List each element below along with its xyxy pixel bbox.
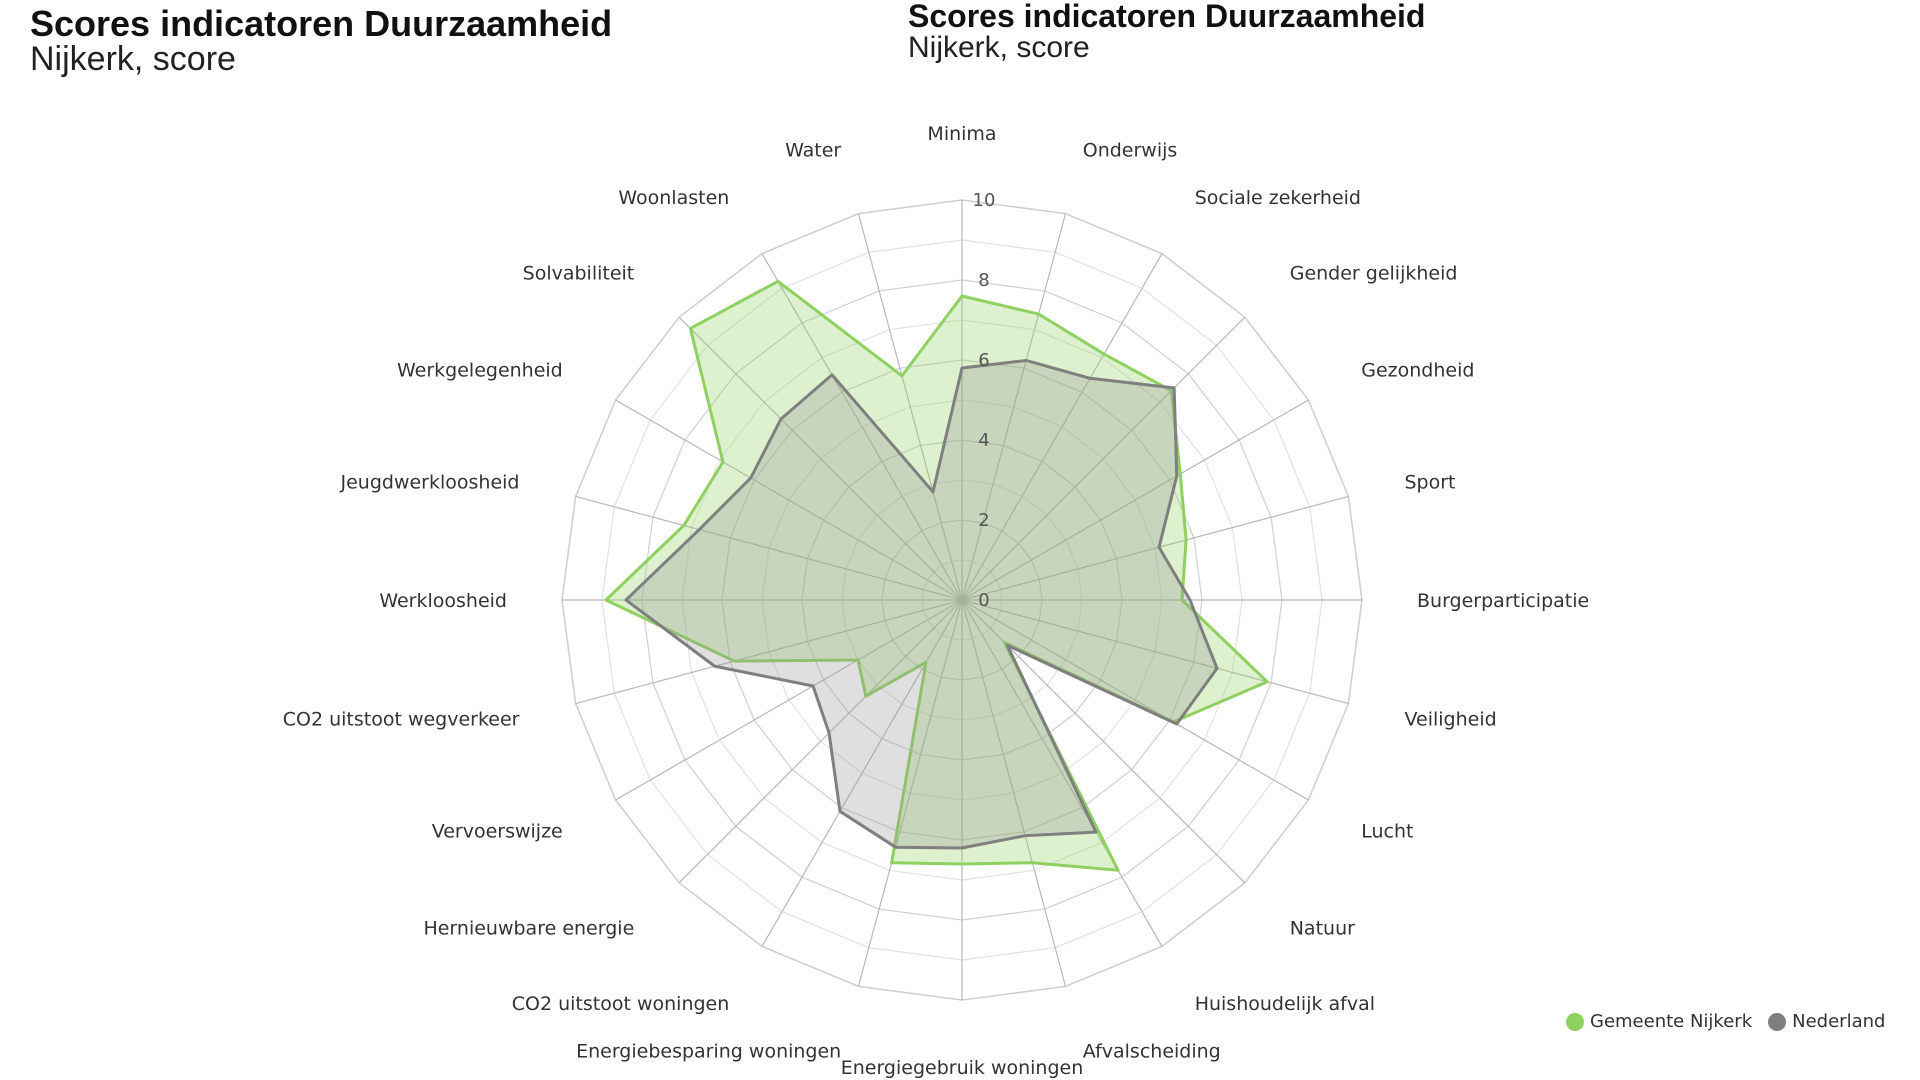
category-label: Energiebesparing woningen bbox=[576, 1041, 841, 1063]
category-label: Natuur bbox=[1290, 918, 1355, 940]
category-label: Sport bbox=[1404, 471, 1455, 493]
grid-spoke bbox=[857, 599, 963, 987]
category-label: Energiegebruik woningen bbox=[841, 1057, 1084, 1079]
grid-spoke bbox=[961, 599, 1309, 801]
category-label: Hernieuwbare energie bbox=[423, 918, 634, 940]
category-label: Water bbox=[785, 139, 841, 161]
grid-spoke bbox=[961, 599, 1349, 705]
radial-tick-label: 0 bbox=[978, 590, 989, 611]
chart-title: Scores indicatoren Duurzaamheid bbox=[30, 3, 613, 44]
grid-spoke bbox=[961, 495, 1349, 601]
category-label: Huishoudelijk afval bbox=[1195, 993, 1375, 1015]
legend: Gemeente Nijkerk Nederland bbox=[1566, 1011, 1885, 1032]
radial-tick-label: 6 bbox=[978, 350, 989, 371]
legend-item-nederland[interactable]: Nederland bbox=[1768, 1011, 1885, 1032]
radial-tick-label: 8 bbox=[978, 270, 989, 291]
category-label: Werkloosheid bbox=[379, 590, 507, 612]
chart-subtitle-duplicate: Nijkerk, score bbox=[908, 31, 1090, 64]
grid-spoke bbox=[678, 316, 963, 601]
grid-spoke bbox=[761, 253, 963, 601]
category-label: Lucht bbox=[1361, 821, 1413, 843]
grid-spoke bbox=[575, 599, 963, 705]
category-label: Jeugdwerkloosheid bbox=[340, 471, 520, 493]
legend-item-nijkerk[interactable]: Gemeente Nijkerk bbox=[1566, 1011, 1752, 1032]
series-area-nederland bbox=[624, 358, 1219, 850]
radial-tick-label: 4 bbox=[978, 430, 989, 451]
grid-spoke bbox=[961, 213, 1067, 601]
chart-title-duplicate-block: Scores indicatoren Duurzaamheid Nijkerk,… bbox=[908, 0, 1425, 64]
series-area-nijkerk bbox=[604, 279, 1269, 872]
grid-spoke bbox=[961, 253, 1163, 601]
grid-spoke bbox=[961, 599, 1067, 987]
radial-tick-label: 10 bbox=[973, 190, 996, 211]
chart-title-duplicate: Scores indicatoren Duurzaamheid bbox=[908, 0, 1426, 34]
grid-spoke bbox=[761, 599, 963, 947]
chart-title-block: Scores indicatoren Duurzaamheid Nijkerk,… bbox=[30, 6, 612, 78]
category-label: CO2 uitstoot wegverkeer bbox=[283, 709, 520, 731]
category-label: Veiligheid bbox=[1404, 709, 1496, 731]
grid-spoke bbox=[961, 316, 1246, 601]
grid-spoke bbox=[961, 599, 1163, 947]
grid-spoke bbox=[615, 399, 963, 601]
legend-label-nijkerk: Gemeente Nijkerk bbox=[1590, 1011, 1753, 1032]
radial-tick-label: 2 bbox=[978, 510, 989, 531]
legend-label-nederland: Nederland bbox=[1792, 1011, 1886, 1032]
category-label: Minima bbox=[927, 123, 996, 145]
category-label: Afvalscheiding bbox=[1083, 1041, 1221, 1063]
grid-spoke bbox=[678, 599, 963, 884]
category-label: Solvabiliteit bbox=[523, 262, 635, 284]
legend-dot-nederland bbox=[1768, 1012, 1787, 1031]
category-label: Onderwijs bbox=[1083, 139, 1178, 161]
grid-spoke bbox=[575, 495, 963, 601]
legend-dot-nijkerk bbox=[1566, 1012, 1584, 1031]
category-label: Gezondheid bbox=[1361, 360, 1474, 382]
category-label: Gender gelijkheid bbox=[1290, 262, 1458, 284]
category-label: Vervoerswijze bbox=[432, 821, 563, 843]
category-label: Sociale zekerheid bbox=[1195, 187, 1361, 209]
grid-spoke bbox=[961, 399, 1309, 601]
grid-spoke bbox=[615, 599, 963, 801]
grid-spoke bbox=[857, 213, 963, 601]
category-label: Woonlasten bbox=[618, 187, 729, 209]
chart-subtitle: Nijkerk, score bbox=[30, 40, 236, 78]
category-label: CO2 uitstoot woningen bbox=[512, 993, 730, 1015]
category-label: Werkgelegenheid bbox=[397, 360, 563, 382]
category-label: Burgerparticipatie bbox=[1417, 590, 1589, 612]
